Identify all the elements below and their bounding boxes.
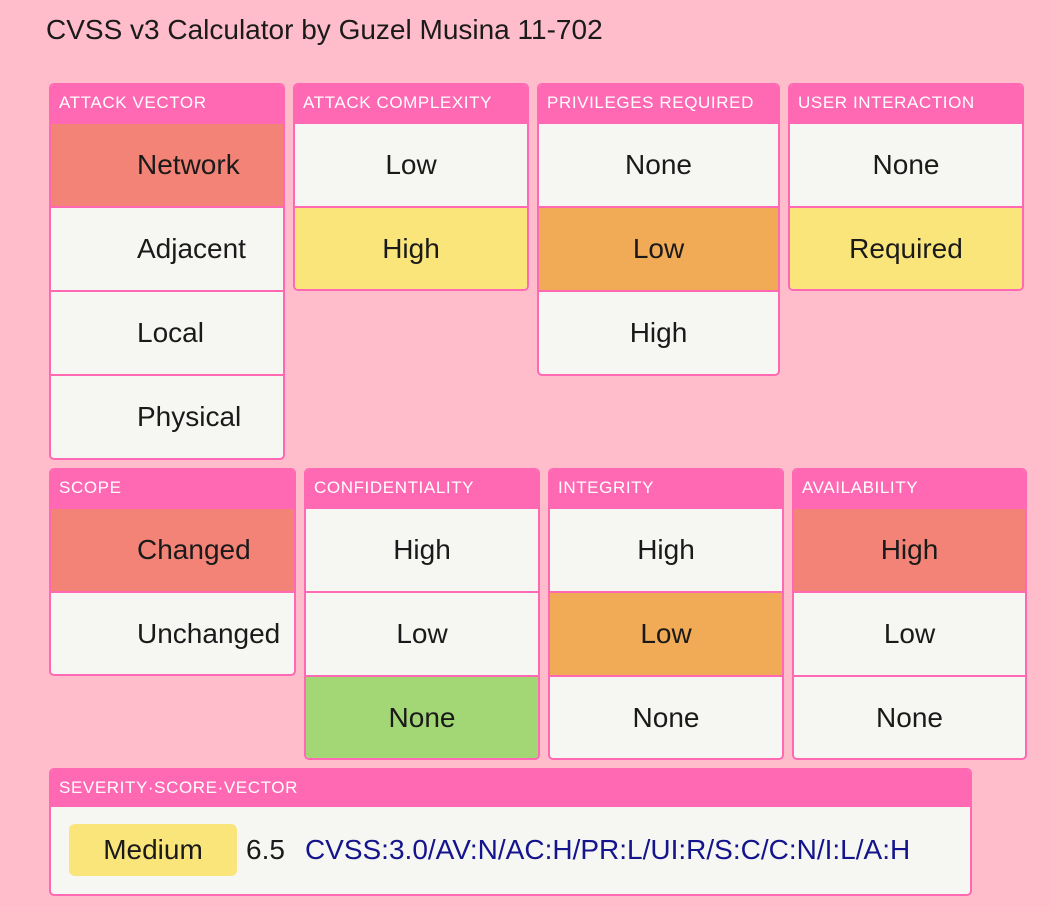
scope-header: SCOPE — [51, 470, 294, 507]
attack-complexity-header: ATTACK COMPLEXITY — [295, 85, 527, 122]
privileges-required-high-option[interactable]: High — [539, 290, 778, 374]
confidentiality-low-option[interactable]: Low — [306, 591, 538, 675]
confidentiality-none-option[interactable]: None — [306, 675, 538, 758]
user-interaction-header: USER INTERACTION — [790, 85, 1022, 122]
attack-vector-adjacent-option[interactable]: Adjacent — [51, 206, 283, 290]
cvss-vector-string[interactable]: CVSS:3.0/AV:N/AC:H/PR:L/UI:R/S:C/C:N/I:L… — [304, 833, 911, 865]
severity-panel: SEVERITY·SCORE·VECTOR Medium 6.5 CVSS:3.… — [49, 768, 972, 896]
availability-none-option[interactable]: None — [794, 675, 1025, 758]
confidentiality-header: CONFIDENTIALITY — [306, 470, 538, 507]
attack-vector-physical-option[interactable]: Physical — [51, 374, 283, 458]
attack-complexity-low-option[interactable]: Low — [295, 122, 527, 206]
integrity-low-option[interactable]: Low — [550, 591, 782, 675]
severity-header: SEVERITY·SCORE·VECTOR — [51, 770, 970, 807]
availability-header: AVAILABILITY — [794, 470, 1025, 507]
page-title: CVSS v3 Calculator by Guzel Musina 11-70… — [46, 14, 603, 45]
integrity-high-option[interactable]: High — [550, 507, 782, 591]
privileges-required-low-option[interactable]: Low — [539, 206, 778, 290]
scope-group: SCOPE Changed Unchanged — [49, 468, 296, 676]
attack-vector-network-option[interactable]: Network — [51, 122, 283, 206]
attack-vector-local-option[interactable]: Local — [51, 290, 283, 374]
attack-vector-header: ATTACK VECTOR — [51, 85, 283, 122]
privileges-required-none-option[interactable]: None — [539, 122, 778, 206]
scope-unchanged-option[interactable]: Unchanged — [51, 591, 294, 674]
user-interaction-required-option[interactable]: Required — [790, 206, 1022, 289]
attack-complexity-group: ATTACK COMPLEXITY Low High — [293, 83, 529, 291]
privileges-required-header: PRIVILEGES REQUIRED — [539, 85, 778, 122]
attack-complexity-high-option[interactable]: High — [295, 206, 527, 289]
confidentiality-high-option[interactable]: High — [306, 507, 538, 591]
availability-low-option[interactable]: Low — [794, 591, 1025, 675]
integrity-none-option[interactable]: None — [550, 675, 782, 758]
user-interaction-group: USER INTERACTION None Required — [788, 83, 1024, 291]
availability-high-option[interactable]: High — [794, 507, 1025, 591]
severity-score: 6.5 — [246, 833, 285, 865]
scope-changed-option[interactable]: Changed — [51, 507, 294, 591]
privileges-required-group: PRIVILEGES REQUIRED None Low High — [537, 83, 780, 376]
severity-body: Medium 6.5 CVSS:3.0/AV:N/AC:H/PR:L/UI:R/… — [51, 807, 970, 892]
availability-group: AVAILABILITY High Low None — [792, 468, 1027, 760]
attack-vector-group: ATTACK VECTOR Network Adjacent Local Phy… — [49, 83, 285, 460]
integrity-header: INTEGRITY — [550, 470, 782, 507]
user-interaction-none-option[interactable]: None — [790, 122, 1022, 206]
severity-rating-badge: Medium — [69, 823, 237, 876]
integrity-group: INTEGRITY High Low None — [548, 468, 784, 760]
confidentiality-group: CONFIDENTIALITY High Low None — [304, 468, 540, 760]
